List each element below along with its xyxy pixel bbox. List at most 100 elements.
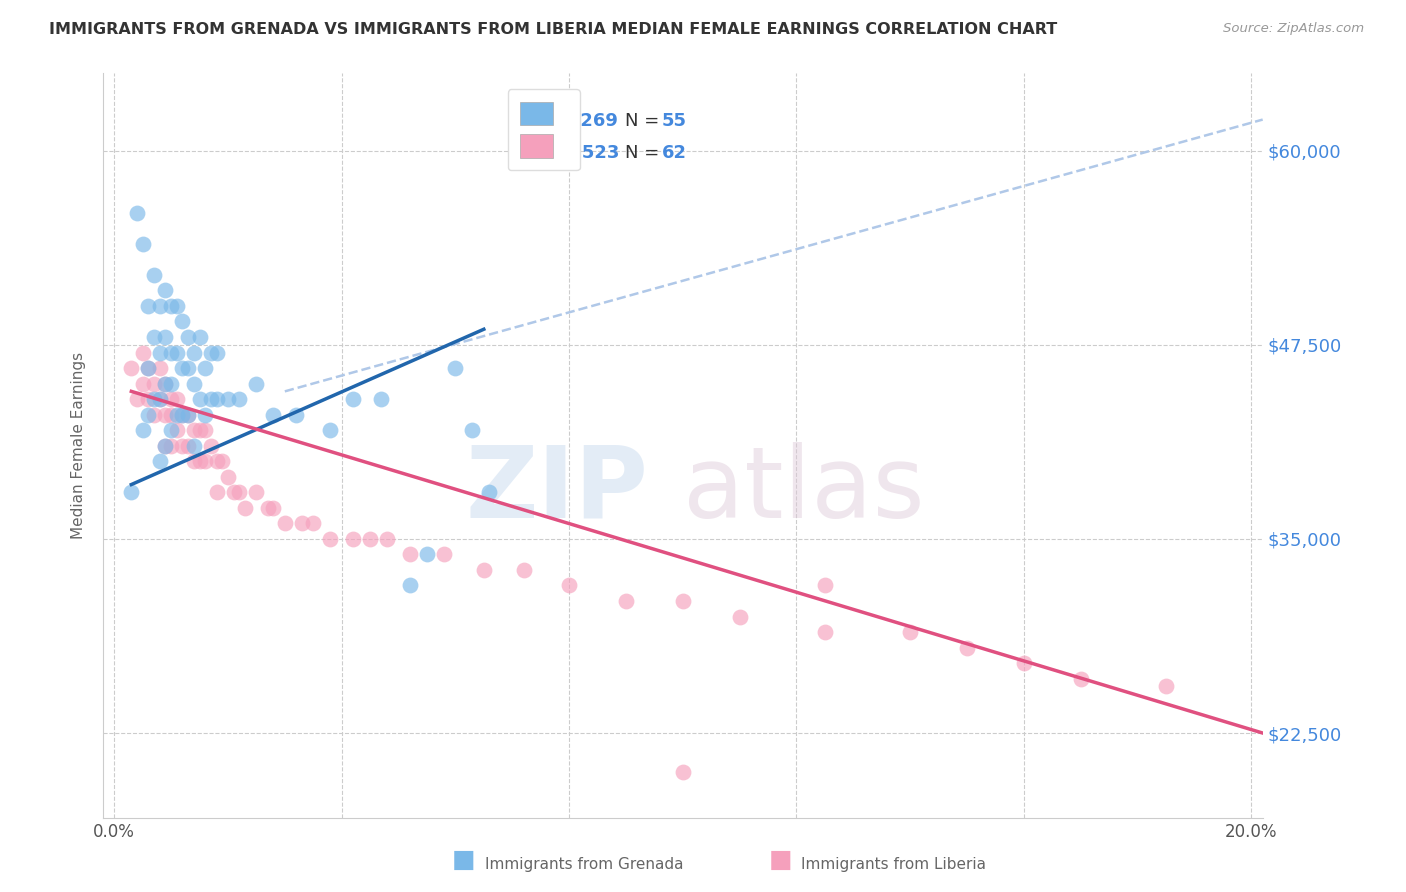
Point <box>245 485 267 500</box>
Point <box>188 330 211 344</box>
Text: R =: R = <box>515 144 554 161</box>
Text: Immigrants from Grenada: Immigrants from Grenada <box>485 857 683 872</box>
Point <box>194 361 217 376</box>
Point <box>416 548 439 562</box>
Point <box>149 454 172 468</box>
Text: Source: ZipAtlas.com: Source: ZipAtlas.com <box>1223 22 1364 36</box>
Point <box>194 408 217 422</box>
Point <box>172 314 194 328</box>
Point <box>183 423 205 437</box>
Point <box>814 578 837 592</box>
Point <box>143 330 166 344</box>
Point <box>262 408 284 422</box>
Text: -0.523: -0.523 <box>555 144 620 161</box>
Point <box>183 439 205 453</box>
Point <box>120 361 142 376</box>
Point <box>672 594 695 608</box>
Point <box>188 392 211 406</box>
Point <box>233 500 256 515</box>
Point <box>143 376 166 391</box>
Point <box>302 516 325 531</box>
Point <box>461 423 484 437</box>
Text: N =: N = <box>624 144 665 161</box>
Point <box>166 423 188 437</box>
Point <box>155 439 177 453</box>
Point <box>120 485 142 500</box>
Point <box>166 299 188 313</box>
Point <box>1012 656 1035 670</box>
Text: IMMIGRANTS FROM GRENADA VS IMMIGRANTS FROM LIBERIA MEDIAN FEMALE EARNINGS CORREL: IMMIGRANTS FROM GRENADA VS IMMIGRANTS FR… <box>49 22 1057 37</box>
Point <box>285 408 308 422</box>
Point <box>183 454 205 468</box>
Point <box>125 392 148 406</box>
Text: N =: N = <box>624 112 665 130</box>
Point <box>138 361 160 376</box>
Point <box>138 392 160 406</box>
Point <box>143 392 166 406</box>
Point <box>222 485 245 500</box>
Point <box>188 423 211 437</box>
Point <box>200 392 222 406</box>
Point <box>342 392 364 406</box>
Point <box>200 439 222 453</box>
Point <box>149 299 172 313</box>
Point <box>160 439 183 453</box>
Point <box>262 500 284 515</box>
Text: Immigrants from Liberia: Immigrants from Liberia <box>801 857 987 872</box>
Point <box>166 408 188 422</box>
Point <box>672 764 695 779</box>
Point <box>319 532 342 546</box>
Point <box>274 516 297 531</box>
Point <box>956 640 979 655</box>
Point <box>228 485 250 500</box>
Point <box>183 345 205 359</box>
Point <box>472 563 495 577</box>
Point <box>149 392 172 406</box>
Point <box>155 376 177 391</box>
Point <box>131 376 153 391</box>
Point <box>399 578 422 592</box>
Point <box>728 609 751 624</box>
Point <box>194 423 217 437</box>
Point <box>177 408 200 422</box>
Point <box>188 454 211 468</box>
Text: R =: R = <box>515 112 554 130</box>
Text: ■: ■ <box>769 848 792 872</box>
Point <box>217 392 239 406</box>
Point <box>1154 680 1177 694</box>
Point <box>228 392 250 406</box>
Point <box>359 532 381 546</box>
Point <box>149 345 172 359</box>
Point <box>898 625 921 640</box>
Legend: , : , <box>508 89 579 170</box>
Point <box>143 408 166 422</box>
Point <box>444 361 467 376</box>
Point <box>558 578 581 592</box>
Point <box>177 439 200 453</box>
Point <box>205 485 228 500</box>
Point <box>1070 672 1092 686</box>
Point <box>200 345 222 359</box>
Point <box>177 330 200 344</box>
Point <box>211 454 233 468</box>
Point <box>433 548 456 562</box>
Text: 55: 55 <box>662 112 688 130</box>
Point <box>131 236 153 251</box>
Point <box>155 376 177 391</box>
Point <box>177 408 200 422</box>
Point <box>149 361 172 376</box>
Point <box>172 439 194 453</box>
Point <box>256 500 278 515</box>
Text: ■: ■ <box>453 848 475 872</box>
Point <box>172 408 194 422</box>
Point <box>166 392 188 406</box>
Point <box>155 408 177 422</box>
Point <box>172 361 194 376</box>
Point <box>183 376 205 391</box>
Point <box>149 392 172 406</box>
Y-axis label: Median Female Earnings: Median Female Earnings <box>72 352 86 540</box>
Point <box>143 268 166 282</box>
Point <box>342 532 364 546</box>
Point <box>217 470 239 484</box>
Point <box>205 392 228 406</box>
